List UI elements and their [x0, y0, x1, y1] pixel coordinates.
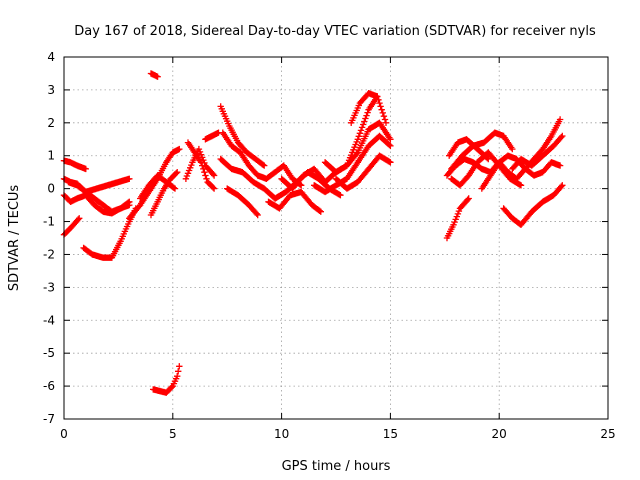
x-tick-label: 0	[60, 427, 68, 441]
y-tick-label: 0	[47, 182, 55, 196]
x-tick-label: 10	[274, 427, 289, 441]
y-tick-label: 4	[47, 50, 55, 64]
data-point-markers	[217, 103, 268, 169]
data-point-markers	[147, 70, 161, 80]
data-point-markers	[446, 136, 492, 163]
y-tick-label: -6	[43, 379, 55, 393]
series-sat-r	[224, 185, 261, 219]
series-sat-ad	[478, 116, 564, 192]
x-axis-title: GPS time / hours	[282, 459, 391, 474]
series-sat-y	[443, 195, 472, 242]
series-sat-j	[147, 70, 161, 80]
series-sat-ae	[500, 182, 566, 228]
y-tick-label: -1	[43, 215, 55, 229]
y-tick-label: -4	[43, 313, 55, 327]
data-point-markers	[224, 185, 261, 219]
series-sat-k	[150, 363, 183, 396]
data-point-markers	[348, 90, 381, 126]
data-point-markers	[126, 145, 183, 222]
series-sat-m	[184, 139, 218, 192]
data-point-markers	[321, 119, 394, 176]
data-point-markers	[202, 129, 222, 143]
data-point-markers	[147, 169, 181, 219]
y-axis-title: SDTVAR / TECUs	[7, 185, 22, 292]
series-sat-i	[147, 169, 181, 219]
series-sat-ac	[446, 136, 492, 163]
y-tick-label: -7	[43, 412, 55, 426]
data-point-markers	[184, 139, 218, 192]
x-tick-label: 15	[383, 427, 398, 441]
data-points	[60, 70, 566, 396]
x-tick-label: 25	[600, 427, 615, 441]
y-tick-label: -5	[43, 346, 55, 360]
data-point-markers	[219, 129, 305, 189]
series-sat-n	[202, 129, 222, 143]
data-point-markers	[478, 116, 564, 192]
chart-title: Day 167 of 2018, Sidereal Day-to-day VTE…	[74, 24, 596, 39]
data-point-markers	[65, 175, 133, 196]
y-tick-label: -3	[43, 280, 55, 294]
data-point-markers	[150, 363, 183, 396]
series-sat-v	[321, 119, 394, 176]
series-sat-o	[217, 103, 268, 169]
series-sat-p	[219, 129, 305, 189]
x-tick-label: 5	[169, 427, 177, 441]
grid	[64, 57, 608, 419]
series-sat-af	[509, 132, 566, 173]
y-tick-label: 2	[47, 116, 55, 130]
y-tick-label: 1	[47, 149, 55, 163]
x-tick-label: 20	[492, 427, 507, 441]
data-point-markers	[265, 188, 324, 215]
data-point-markers	[500, 182, 566, 228]
data-point-markers	[332, 152, 394, 192]
series-sat-s	[265, 188, 324, 215]
y-tick-label: -2	[43, 247, 55, 261]
y-tick-label: 3	[47, 83, 55, 97]
data-point-markers	[443, 195, 472, 242]
series-sat-x	[348, 90, 381, 126]
series-sat-g	[126, 145, 183, 222]
data-point-markers	[509, 132, 566, 173]
plot-frame	[63, 56, 609, 420]
series-sat-e	[65, 175, 133, 196]
series-sat-w	[332, 152, 394, 192]
